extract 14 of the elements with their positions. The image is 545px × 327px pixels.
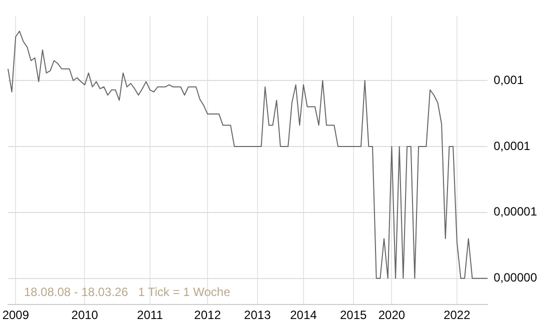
- x-tick-label: 2014: [290, 308, 318, 322]
- x-tick-label: 2010: [71, 308, 98, 322]
- y-tick-label: 0,00001: [494, 204, 538, 219]
- x-tick-label: 2020: [378, 308, 406, 322]
- x-tick-label: 2022: [444, 308, 471, 322]
- y-tick-label: 0,0001: [494, 138, 531, 153]
- annotation: 18.08.08 - 18.03.26 1 Tick = 1 Woche: [24, 284, 231, 299]
- y-tick-label: 0,00000: [494, 270, 538, 285]
- x-tick-label: 2015: [340, 308, 367, 322]
- x-tick-label: 2011: [137, 308, 164, 322]
- x-tick-label: 2009: [2, 308, 30, 322]
- x-tick-label: 2012: [194, 308, 222, 322]
- x-tick-label: 2013: [244, 308, 272, 322]
- y-tick-label: 0,001: [494, 72, 524, 87]
